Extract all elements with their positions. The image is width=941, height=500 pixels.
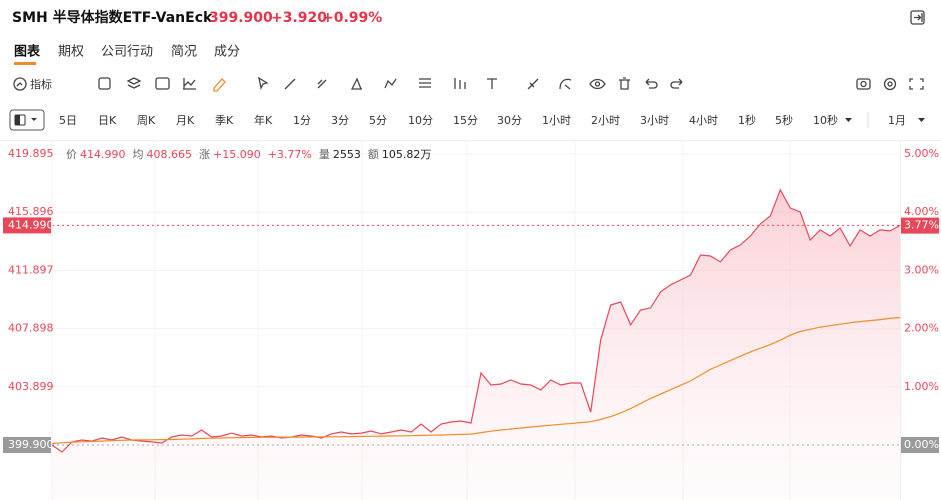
tabs: 图表 期权 公司行动 简况 成分 xyxy=(14,44,240,60)
change-pct: +0.99% xyxy=(322,10,382,26)
period[interactable]: 4小时 xyxy=(689,114,718,127)
tool-cursor[interactable] xyxy=(258,76,269,90)
avg-line xyxy=(51,316,901,445)
layout-toggle[interactable] xyxy=(9,109,45,131)
info-label: 涨 xyxy=(199,148,210,161)
base-tag-right xyxy=(901,437,939,454)
tab-underline xyxy=(14,62,36,65)
info-value: +3.77% xyxy=(268,148,312,161)
last-price-tag xyxy=(3,217,51,234)
tool-settings[interactable] xyxy=(883,77,897,91)
base-tag xyxy=(3,436,51,453)
period[interactable]: 5秒 xyxy=(775,113,793,127)
period[interactable]: 10秒 xyxy=(813,113,838,127)
y-tick-label: 411.897 xyxy=(8,263,54,276)
info-label: 均 xyxy=(133,148,144,161)
tool-vb[interactable] xyxy=(155,77,170,90)
info-label: 价 xyxy=(66,148,77,161)
tool-chart[interactable] xyxy=(183,78,196,90)
tab[interactable]: 成分 xyxy=(214,45,240,60)
tool-camera[interactable] xyxy=(856,78,871,90)
y-tick-label: 419.895 xyxy=(8,147,54,160)
last-pct-label: 3.77% xyxy=(904,219,939,232)
tab[interactable]: 图表 xyxy=(14,44,41,60)
indicator-label: 指标 xyxy=(30,77,52,91)
tool-undo[interactable] xyxy=(645,78,658,89)
last-price-label: 414.990 xyxy=(8,218,54,231)
y2-tick-label: 3.00% xyxy=(904,263,939,276)
period[interactable]: 日K xyxy=(98,114,117,127)
y-tick-label: 403.899 xyxy=(8,380,54,393)
info-label: 量 xyxy=(319,148,330,161)
tool-fib[interactable] xyxy=(419,78,431,88)
tool-eye[interactable] xyxy=(589,78,606,90)
symbol: SMH 半导体指数ETF-VanEck xyxy=(12,9,213,26)
info-value: 414.990 xyxy=(80,148,126,161)
change: +3.920 xyxy=(271,10,327,26)
period[interactable]: 1小时 xyxy=(542,114,571,127)
tool-pen[interactable] xyxy=(213,78,226,92)
tool-triangle[interactable] xyxy=(350,77,362,90)
more-caret[interactable] xyxy=(845,118,852,122)
period[interactable]: 30分 xyxy=(497,114,522,127)
period-caret[interactable] xyxy=(918,118,925,122)
tool-brush[interactable] xyxy=(527,78,539,90)
y-tick-label: 399.900 xyxy=(8,438,54,451)
period[interactable]: 年K xyxy=(254,113,273,127)
period-selected[interactable]: 1月 xyxy=(888,114,906,127)
tool-wave[interactable] xyxy=(384,78,397,89)
tool-text[interactable] xyxy=(487,78,497,89)
chart: 399.900 403.899 407.898 411.897 415.896 419.8… xyxy=(3,140,939,500)
period[interactable]: 1秒 xyxy=(738,113,756,127)
tool-delete[interactable] xyxy=(619,77,630,90)
tool-bars[interactable] xyxy=(454,78,466,89)
tool-multi[interactable] xyxy=(317,79,327,89)
period[interactable]: 5分 xyxy=(369,114,387,127)
tool-fullscreen[interactable] xyxy=(909,78,924,90)
info-label: 额 xyxy=(368,148,379,161)
period[interactable]: 5日 xyxy=(59,114,77,127)
period[interactable]: 10分 xyxy=(408,114,433,127)
tab[interactable]: 公司行动 xyxy=(101,45,153,60)
info-value: 105.82万 xyxy=(382,148,432,161)
indicator-button[interactable]: 指标 xyxy=(13,77,52,91)
periods: 5日 日K 周K 月K 季K 年K 1分 3分 5分 10分 15分 30分 1小时 2小时 3小时 4小时 1… xyxy=(59,113,838,127)
y2-tick-label: 5.00% xyxy=(904,147,939,160)
y2-tick-label: 4.00% xyxy=(904,205,939,218)
y-tick-label: 407.898 xyxy=(8,322,54,335)
y2-tick-label: 2.00% xyxy=(904,322,939,335)
price-line xyxy=(51,188,901,453)
period[interactable]: 3分 xyxy=(331,114,349,127)
y2-tick-label: 1.00% xyxy=(904,380,939,393)
y2-tick-label: 0.00% xyxy=(904,438,939,451)
tab[interactable]: 简况 xyxy=(171,44,197,60)
period[interactable]: 15分 xyxy=(453,114,478,127)
collapse-button[interactable] xyxy=(910,10,925,25)
tool-redo[interactable] xyxy=(670,78,683,89)
period[interactable]: 3小时 xyxy=(640,114,669,127)
info-value: 2553 xyxy=(333,148,361,161)
toolbar: 指标 xyxy=(13,76,924,92)
info-value: +15.090 xyxy=(213,148,261,161)
period[interactable]: 周K xyxy=(137,114,156,127)
price: 399.900 xyxy=(209,10,273,26)
period[interactable]: 2小时 xyxy=(591,114,620,127)
info-value: 408.665 xyxy=(147,148,193,161)
period[interactable]: 月K xyxy=(176,114,195,127)
tab[interactable]: 期权 xyxy=(58,44,84,60)
tool-magnet[interactable] xyxy=(559,78,572,90)
tool-line[interactable] xyxy=(284,78,296,90)
tool-layers[interactable] xyxy=(126,77,142,89)
last-pct-tag xyxy=(901,217,939,234)
tool-rect[interactable] xyxy=(98,77,111,90)
y-tick-label: 415.896 xyxy=(8,205,54,218)
price-area xyxy=(52,189,900,500)
period[interactable]: 1分 xyxy=(293,114,311,127)
period[interactable]: 季K xyxy=(215,114,234,127)
